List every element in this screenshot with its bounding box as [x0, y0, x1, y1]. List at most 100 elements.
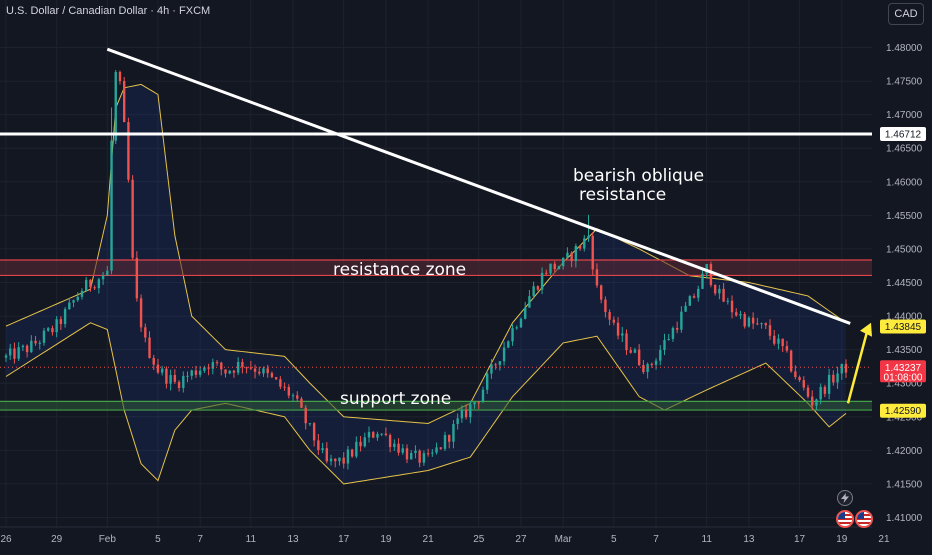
- price-tag-label: 1.46712: [885, 129, 922, 140]
- candle-body: [549, 264, 551, 274]
- candle-body: [5, 355, 7, 357]
- candle-body: [102, 276, 104, 280]
- candle-body: [178, 382, 180, 388]
- candle-body: [765, 323, 767, 325]
- candle-body: [638, 350, 640, 365]
- candle-body: [60, 319, 62, 324]
- candle-body: [47, 328, 49, 331]
- y-tick-label: 1.48000: [886, 43, 923, 54]
- price-tag-label: 1.43845: [885, 322, 922, 333]
- lightning-icon[interactable]: [837, 490, 853, 506]
- candle-body: [689, 296, 691, 306]
- x-tick-label: 13: [743, 534, 755, 545]
- candle-body: [697, 289, 699, 298]
- currency-button[interactable]: CAD: [888, 3, 924, 25]
- candle-body: [841, 364, 843, 374]
- candle-body: [794, 371, 796, 377]
- candle-body: [68, 303, 70, 310]
- candle-body: [342, 458, 344, 464]
- x-tick-label: Mar: [555, 534, 573, 545]
- candle-body: [34, 341, 36, 344]
- annotation-bearish-line2: resistance: [579, 185, 666, 205]
- candle-body: [55, 319, 57, 332]
- annotation-resistance-zone: resistance zone: [333, 260, 466, 280]
- candle-body: [385, 434, 387, 435]
- candle-body: [136, 258, 138, 298]
- candle-body: [224, 369, 226, 373]
- candle-body: [503, 348, 505, 362]
- candle-body: [203, 367, 205, 370]
- candle-body: [693, 296, 695, 298]
- us-flag-icon[interactable]: [836, 510, 854, 528]
- x-tick-label: 11: [246, 534, 257, 545]
- candle-body: [579, 246, 581, 249]
- candle-body: [511, 328, 513, 341]
- candle-body: [89, 280, 91, 287]
- candle-body: [781, 339, 783, 346]
- candle-body: [72, 300, 74, 302]
- candle-body: [368, 432, 370, 437]
- candle-body: [701, 274, 703, 289]
- candle-body: [237, 362, 239, 373]
- candle-body: [131, 180, 133, 258]
- candle-body: [490, 364, 492, 373]
- candle-body: [106, 271, 108, 276]
- candle-body: [30, 341, 32, 352]
- candle-body: [482, 390, 484, 403]
- candle-body: [115, 72, 117, 141]
- y-tick-label: 1.42000: [886, 446, 923, 457]
- candle-body: [807, 388, 809, 397]
- candle-body: [271, 373, 273, 377]
- candle-body: [743, 314, 745, 326]
- candle-body: [752, 318, 754, 324]
- candle-body: [317, 440, 319, 450]
- candle-body: [634, 350, 636, 353]
- candle-body: [64, 309, 66, 324]
- y-tick-label: 1.41000: [886, 513, 923, 524]
- candle-body: [98, 279, 100, 288]
- candle-body: [216, 362, 218, 363]
- candle-body: [777, 339, 779, 344]
- candle-body: [836, 373, 838, 382]
- candle-body: [427, 453, 429, 454]
- candle-body: [110, 141, 112, 271]
- candle-body: [169, 375, 171, 384]
- candle-body: [659, 350, 661, 361]
- x-tick-label: 13: [287, 534, 299, 545]
- x-tick-label: 21: [878, 534, 890, 545]
- candle-body: [630, 350, 632, 353]
- candle-body: [756, 323, 758, 324]
- candle-body: [494, 364, 496, 365]
- candle-body: [558, 266, 560, 269]
- candle-body: [727, 301, 729, 302]
- candle-body: [127, 122, 129, 180]
- candle-body: [22, 346, 24, 347]
- us-flag-icon-2[interactable]: [855, 510, 873, 528]
- y-tick-label: 1.45000: [886, 244, 923, 255]
- candle-body: [279, 379, 281, 386]
- candle-body: [144, 327, 146, 337]
- candle-body: [267, 368, 269, 373]
- candle-body: [440, 447, 442, 448]
- candle-body: [262, 368, 264, 373]
- candle-body: [397, 444, 399, 453]
- candle-body: [663, 340, 665, 350]
- x-tick-label: 5: [611, 534, 617, 545]
- candle-body: [562, 258, 564, 266]
- candle-body: [520, 319, 522, 328]
- candle-body: [140, 298, 142, 327]
- candle-body: [600, 285, 602, 299]
- candle-body: [718, 289, 720, 293]
- x-tick-label: 19: [836, 534, 848, 545]
- candle-body: [672, 328, 674, 339]
- x-tick-label: 11: [702, 534, 713, 545]
- candle-body: [465, 410, 467, 418]
- bollinger-fill: [6, 84, 846, 484]
- candle-body: [51, 328, 53, 332]
- candle-body: [448, 435, 450, 442]
- candle-body: [646, 364, 648, 372]
- candle-body: [824, 387, 826, 394]
- candle-body: [245, 367, 247, 368]
